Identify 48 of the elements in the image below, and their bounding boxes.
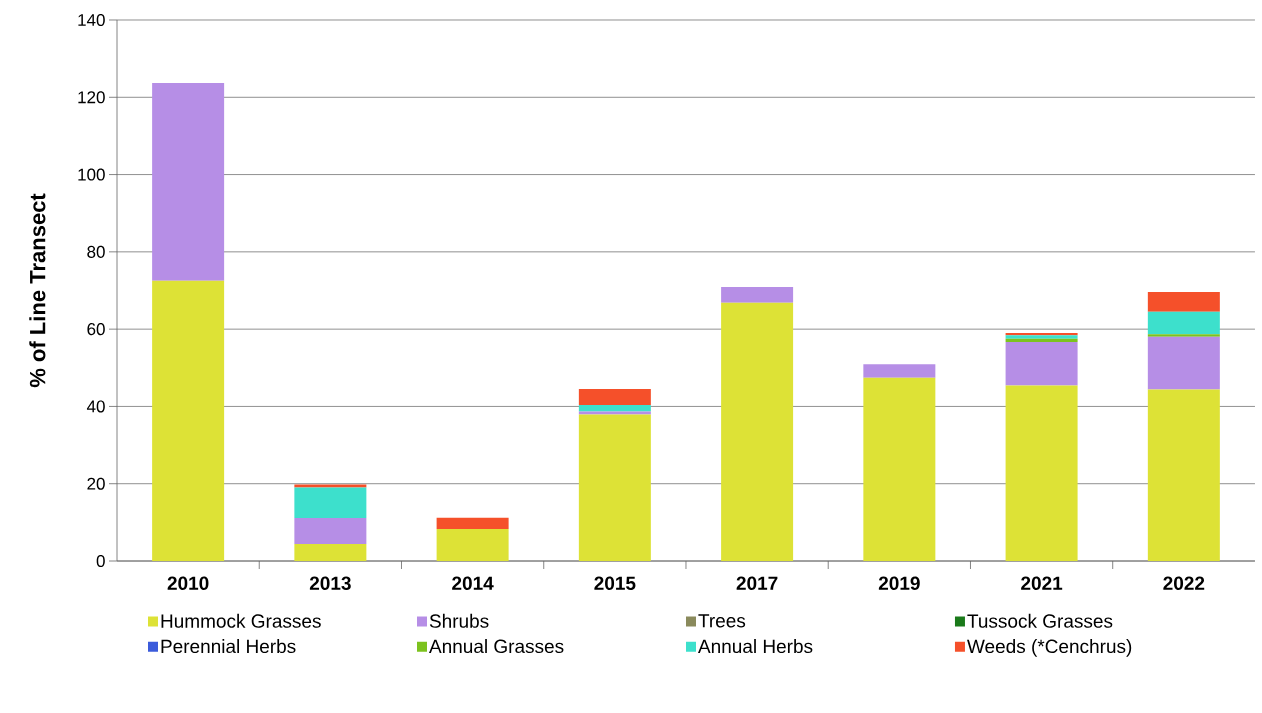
x-tick-label: 2010	[167, 576, 209, 590]
x-tick-label: 2013	[309, 576, 351, 591]
legend-label: Perennial Herbs	[161, 639, 296, 654]
bar	[294, 484, 367, 488]
bar	[1147, 389, 1220, 561]
bar	[294, 487, 367, 519]
legend-label: Annual Grasses	[429, 639, 564, 654]
legend-label: Tussock Grasses	[967, 613, 1113, 628]
legend-label: Trees	[698, 614, 746, 628]
y-tick-label: 100	[78, 168, 105, 181]
y-tick-label: 40	[86, 400, 105, 413]
x-tick-label: 2021	[1021, 576, 1063, 590]
bar	[152, 280, 225, 561]
x-tick-label: 2014	[452, 576, 494, 590]
legend-label: Annual Herbs	[698, 639, 813, 654]
legend-label: Shrubs	[429, 613, 489, 628]
y-tick-label: 80	[87, 245, 105, 258]
bar	[578, 414, 651, 561]
bar	[863, 364, 936, 378]
bar	[1147, 336, 1220, 390]
bar	[152, 82, 225, 281]
bar	[578, 411, 651, 415]
y-tick-label: 140	[78, 13, 105, 27]
bar	[1147, 334, 1220, 337]
bar	[1005, 341, 1078, 386]
y-tick-label: 20	[87, 477, 105, 490]
legend-label: Weeds (*Cenchrus)	[967, 639, 1132, 657]
y-tick-label: 60	[87, 323, 105, 336]
y-tick-label: 0	[96, 554, 105, 568]
bar	[294, 518, 367, 544]
bar	[1005, 385, 1078, 561]
legend-label: Hummock Grasses	[161, 613, 321, 628]
bar	[1147, 292, 1220, 312]
x-tick-label: 2022	[1163, 576, 1205, 590]
y-tick-label: 120	[78, 91, 105, 104]
bar	[721, 287, 794, 303]
bar	[578, 404, 651, 412]
y-axis-title: % of Line Transect	[29, 193, 46, 388]
x-tick-label: 2019	[878, 576, 920, 590]
bar	[863, 377, 936, 561]
bar	[721, 302, 794, 561]
bar	[436, 517, 509, 529]
bar	[294, 544, 367, 561]
bar	[436, 528, 509, 561]
x-tick-label: 2017	[736, 576, 778, 590]
bar	[1147, 311, 1220, 335]
bar	[578, 389, 651, 405]
x-tick-label: 2015	[594, 576, 636, 590]
